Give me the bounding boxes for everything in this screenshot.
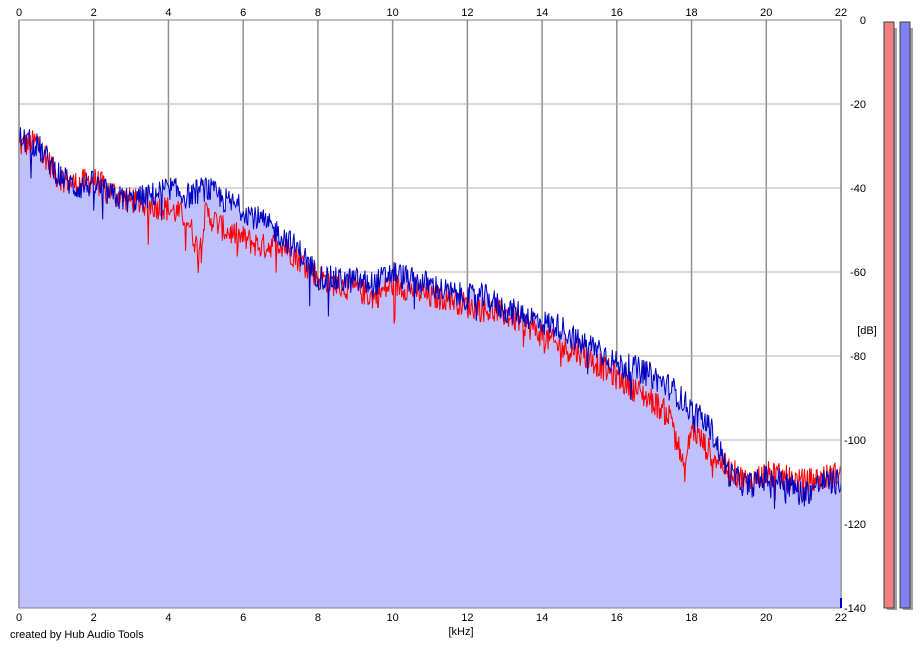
x-tick-label-bottom: 18 [685, 612, 697, 624]
plot-border [18, 19, 842, 609]
x-tick-label-top: 14 [536, 7, 548, 19]
x-tick-label-bottom: 16 [611, 612, 623, 624]
x-axis-label: [kHz] [448, 626, 473, 638]
x-axis-bottom-ticks: 0 2 4 6 8 10 12 14 16 18 20 22 [16, 612, 847, 624]
level-meters [883, 21, 913, 610]
y-tick-label: -20 [850, 99, 866, 111]
spectrum-fill [19, 127, 841, 609]
x-tick-label-top: 18 [685, 7, 697, 19]
x-tick-label-top: 0 [16, 7, 22, 19]
x-axis-top-ticks: 0 2 4 6 8 10 12 14 16 18 20 22 [16, 7, 847, 19]
series-line-blue [18, 127, 842, 510]
x-tick-label-top: 22 [835, 7, 847, 19]
y-axis-label: [dB] [857, 325, 877, 337]
level-meter-right [899, 21, 911, 609]
x-tick-label-bottom: 0 [16, 612, 22, 624]
x-tick-label-top: 8 [315, 7, 321, 19]
x-tick-label-bottom: 22 [835, 612, 847, 624]
y-tick-label: -100 [844, 435, 866, 447]
y-tick-label: -120 [844, 519, 866, 531]
y-tick-label: 0 [860, 15, 866, 27]
spectrum-area-fill [19, 127, 841, 609]
y-tick-label: -80 [850, 351, 866, 363]
x-tick-label-bottom: 4 [165, 612, 171, 624]
y-tick-label: -140 [844, 603, 866, 615]
x-tick-label-top: 4 [165, 7, 171, 19]
series-lines [18, 127, 842, 510]
credit-text: created by Hub Audio Tools [10, 629, 144, 641]
x-tick-label-top: 12 [461, 7, 473, 19]
x-tick-label-bottom: 6 [240, 612, 246, 624]
y-tick-label: -60 [850, 267, 866, 279]
plot-frame [18, 19, 842, 609]
y-axis-ticks: 0 -20 -40 -60 -80 -100 -120 -140 [844, 15, 866, 615]
x-tick-label-bottom: 20 [760, 612, 772, 624]
x-tick-label-top: 2 [91, 7, 97, 19]
x-tick-label-bottom: 12 [461, 612, 473, 624]
x-tick-label-bottom: 10 [387, 612, 399, 624]
x-tick-label-bottom: 8 [315, 612, 321, 624]
x-tick-label-top: 6 [240, 7, 246, 19]
x-tick-label-bottom: 2 [91, 612, 97, 624]
series-line-red [18, 130, 842, 502]
y-tick-label: -40 [850, 183, 866, 195]
x-tick-label-top: 10 [387, 7, 399, 19]
x-tick-label-top: 20 [760, 7, 772, 19]
x-tick-label-top: 16 [611, 7, 623, 19]
level-meter-left [883, 21, 895, 609]
x-tick-label-bottom: 14 [536, 612, 548, 624]
